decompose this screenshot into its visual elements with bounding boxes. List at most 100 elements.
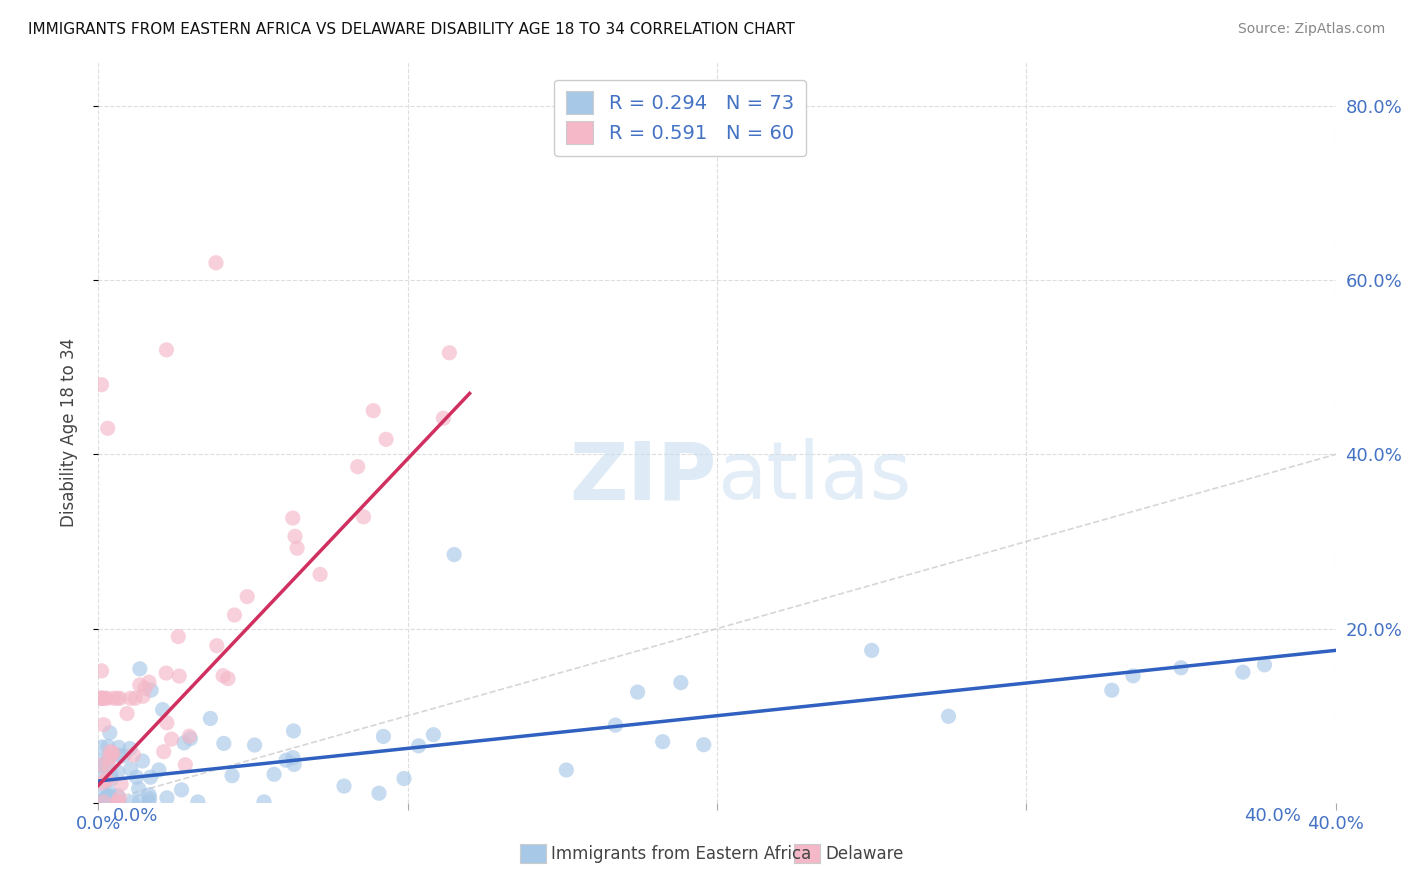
- Point: [90, 758, 112, 772]
- Point: [1122, 669, 1144, 683]
- Point: [408, 739, 430, 753]
- Point: [93, 786, 115, 800]
- Point: [97, 795, 120, 809]
- Point: [281, 511, 304, 525]
- Point: [93, 691, 115, 706]
- Point: [107, 740, 129, 755]
- Point: [152, 703, 174, 717]
- Point: [284, 529, 307, 543]
- Point: [205, 639, 228, 653]
- Point: [94, 772, 117, 787]
- Point: [281, 750, 304, 764]
- Point: [122, 747, 145, 762]
- Point: [98, 786, 121, 800]
- Point: [128, 662, 150, 676]
- Legend: R = 0.294   N = 73, R = 0.591   N = 60: R = 0.294 N = 73, R = 0.591 N = 60: [554, 79, 806, 155]
- Point: [124, 691, 146, 706]
- Point: [101, 747, 124, 761]
- Point: [107, 748, 129, 763]
- Point: [860, 643, 883, 657]
- Point: [104, 795, 127, 809]
- Point: [125, 770, 148, 784]
- Point: [187, 795, 209, 809]
- Point: [97, 739, 120, 754]
- Point: [108, 691, 131, 706]
- Point: [205, 256, 228, 270]
- Point: [96, 773, 118, 788]
- Point: [118, 741, 141, 756]
- Point: [243, 738, 266, 752]
- Point: [98, 745, 121, 759]
- Point: [1253, 657, 1275, 672]
- Point: [626, 685, 648, 699]
- Point: [112, 748, 135, 763]
- Point: [443, 548, 465, 562]
- Point: [90, 754, 112, 768]
- Point: [155, 343, 177, 357]
- Point: [148, 763, 170, 777]
- Point: [669, 675, 692, 690]
- Point: [1101, 683, 1123, 698]
- Text: ZIP: ZIP: [569, 438, 717, 516]
- Text: atlas: atlas: [717, 438, 911, 516]
- Point: [90, 758, 112, 772]
- Point: [96, 789, 118, 804]
- Point: [432, 411, 454, 425]
- Point: [97, 421, 120, 435]
- Point: [132, 689, 155, 703]
- Point: [283, 757, 305, 772]
- Point: [173, 736, 195, 750]
- Point: [224, 607, 246, 622]
- Point: [131, 754, 153, 768]
- Point: [128, 678, 150, 692]
- Point: [139, 770, 162, 784]
- Point: [138, 788, 160, 802]
- Point: [373, 730, 395, 744]
- Point: [98, 726, 121, 740]
- Point: [283, 723, 305, 738]
- Point: [107, 764, 129, 779]
- Point: [101, 746, 124, 760]
- Point: [1232, 665, 1254, 680]
- Point: [263, 767, 285, 781]
- Point: [90, 664, 112, 678]
- Point: [134, 681, 156, 696]
- Point: [605, 718, 627, 732]
- Point: [90, 691, 112, 706]
- Text: Source: ZipAtlas.com: Source: ZipAtlas.com: [1237, 22, 1385, 37]
- Point: [361, 403, 384, 417]
- Point: [212, 736, 235, 750]
- Point: [179, 729, 201, 743]
- Point: [651, 734, 673, 748]
- Point: [105, 795, 128, 809]
- Point: [1170, 661, 1192, 675]
- Point: [221, 769, 243, 783]
- Point: [309, 567, 332, 582]
- Point: [353, 509, 375, 524]
- Point: [693, 738, 716, 752]
- Point: [274, 753, 297, 767]
- Point: [139, 683, 162, 698]
- Point: [392, 772, 415, 786]
- Point: [138, 675, 160, 690]
- Point: [91, 766, 114, 780]
- Point: [368, 786, 391, 800]
- Point: [555, 763, 578, 777]
- Point: [108, 795, 131, 809]
- Point: [100, 772, 122, 786]
- Point: [236, 590, 259, 604]
- Point: [97, 754, 120, 768]
- Point: [101, 691, 124, 706]
- Point: [200, 711, 222, 725]
- Point: [107, 789, 129, 803]
- Y-axis label: Disability Age 18 to 34: Disability Age 18 to 34: [59, 338, 77, 527]
- Point: [285, 541, 308, 556]
- Point: [98, 759, 121, 773]
- Point: [422, 728, 444, 742]
- Text: Delaware: Delaware: [825, 845, 904, 863]
- Point: [98, 750, 121, 764]
- Text: 0.0%: 0.0%: [112, 807, 157, 825]
- Point: [167, 630, 190, 644]
- Point: [100, 766, 122, 780]
- Point: [439, 345, 461, 359]
